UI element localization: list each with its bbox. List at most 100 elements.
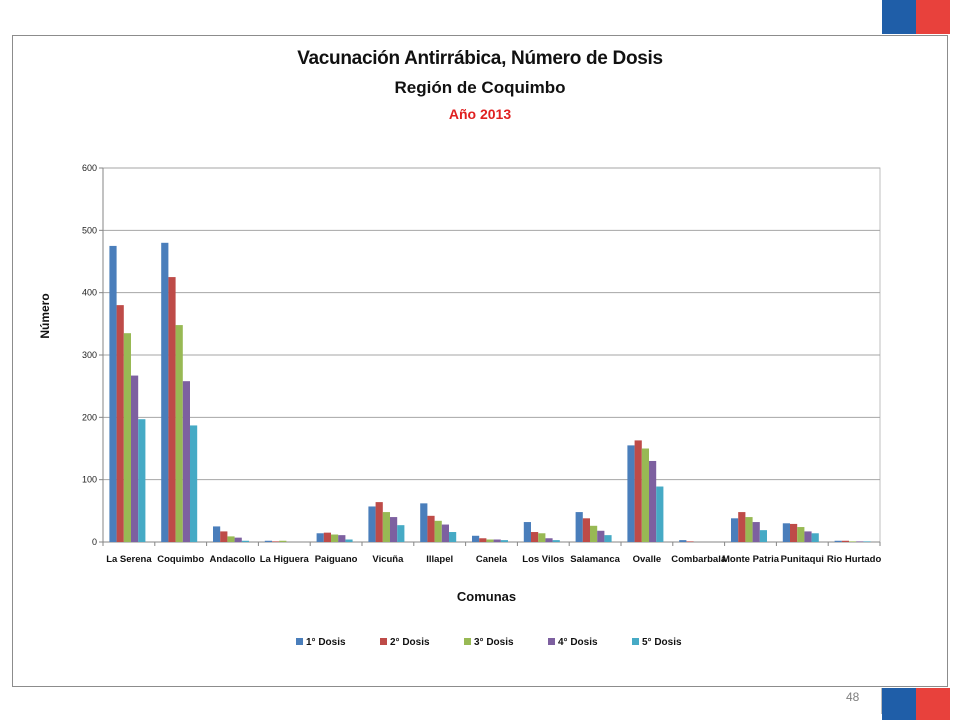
x-tick-label: Monte Patria — [722, 554, 780, 565]
bar — [382, 512, 390, 542]
x-tick-label: Los Vilos — [522, 554, 564, 565]
bar — [213, 526, 221, 542]
bar — [220, 531, 228, 542]
bar — [138, 419, 146, 542]
legend-label: 1° Dosis — [306, 637, 346, 648]
bar — [390, 517, 398, 542]
x-tick-label: Andacollo — [210, 554, 256, 565]
bar — [811, 533, 819, 542]
bar — [434, 520, 442, 542]
bar — [161, 242, 169, 543]
bar — [641, 448, 649, 542]
legend-swatch — [464, 638, 471, 645]
footer-divider — [881, 688, 882, 714]
bar — [834, 540, 842, 542]
bar — [493, 539, 501, 542]
bar — [841, 540, 849, 542]
bar — [441, 524, 449, 542]
flag-bottom-red — [916, 688, 950, 720]
bar — [797, 527, 805, 542]
x-tick-label: Rio Hurtado — [827, 554, 882, 565]
x-tick-label: Combarbalá — [671, 554, 727, 565]
bar — [604, 535, 612, 542]
bar — [649, 460, 657, 542]
flag-top-red — [916, 0, 950, 34]
bar — [241, 540, 249, 542]
bar — [168, 277, 176, 542]
bar — [123, 333, 131, 542]
bar — [634, 440, 642, 542]
x-tick-label: Vicuña — [372, 554, 404, 565]
x-tick-label: Ovalle — [633, 554, 662, 565]
bar — [782, 523, 790, 542]
x-tick-label: Canela — [476, 554, 508, 565]
legend-label: 4° Dosis — [558, 637, 598, 648]
bar — [472, 535, 480, 542]
y-tick-label: 500 — [82, 225, 97, 235]
legend-label: 5° Dosis — [642, 637, 682, 648]
chart-year: Año 2013 — [448, 106, 512, 122]
legend-swatch — [548, 638, 555, 645]
page-number: 48 — [846, 690, 860, 704]
bar — [856, 541, 864, 542]
legend-label: 3° Dosis — [474, 637, 514, 648]
bar — [479, 538, 487, 542]
bar — [375, 502, 383, 542]
bar — [686, 541, 694, 542]
bar — [427, 515, 435, 542]
x-tick-label: Coquimbo — [157, 554, 204, 565]
x-tick-label: Illapel — [426, 554, 453, 565]
bar — [449, 532, 457, 542]
bar — [745, 517, 753, 542]
legend-label: 2° Dosis — [390, 637, 430, 648]
bar — [234, 537, 242, 542]
bar — [316, 533, 324, 542]
bar — [272, 541, 280, 542]
y-tick-label: 0 — [92, 537, 97, 547]
bar — [109, 245, 117, 542]
y-tick-label: 600 — [82, 163, 97, 173]
bar — [679, 540, 687, 542]
bar — [500, 540, 508, 542]
bar — [420, 503, 428, 542]
bar — [590, 525, 598, 542]
bar — [627, 445, 635, 542]
chart-title: Vacunación Antirrábica, Número de Dosis — [297, 48, 663, 69]
bar — [790, 523, 798, 542]
bar — [323, 532, 331, 542]
bar — [175, 325, 183, 542]
bar — [523, 522, 531, 542]
bar — [182, 381, 190, 542]
x-tick-label: La Serena — [106, 554, 152, 565]
bar — [538, 533, 546, 542]
bar — [190, 425, 198, 542]
bar — [849, 541, 857, 542]
bar — [752, 522, 760, 542]
bar — [656, 486, 664, 542]
y-tick-label: 400 — [82, 288, 97, 298]
bar — [227, 536, 235, 542]
legend-swatch — [380, 638, 387, 645]
bar — [116, 305, 124, 542]
bar — [131, 375, 139, 542]
bar — [397, 525, 405, 542]
y-tick-label: 100 — [82, 475, 97, 485]
bar — [597, 530, 605, 542]
bar — [331, 534, 339, 542]
bar — [264, 540, 272, 542]
chart-subtitle: Región de Coquimbo — [394, 78, 566, 97]
x-tick-label: Paiguano — [315, 554, 358, 565]
x-tick-label: Punitaqui — [781, 554, 824, 565]
y-tick-label: 300 — [82, 350, 97, 360]
bar — [759, 530, 767, 542]
bar — [863, 541, 871, 542]
flag-bottom-blue — [882, 688, 916, 720]
bar — [552, 540, 560, 542]
legend-swatch — [296, 638, 303, 645]
x-tick-label: La Higuera — [260, 554, 310, 565]
bar — [345, 539, 353, 542]
bar — [368, 506, 376, 542]
x-tick-label: Salamanca — [570, 554, 620, 565]
bar — [279, 540, 287, 542]
